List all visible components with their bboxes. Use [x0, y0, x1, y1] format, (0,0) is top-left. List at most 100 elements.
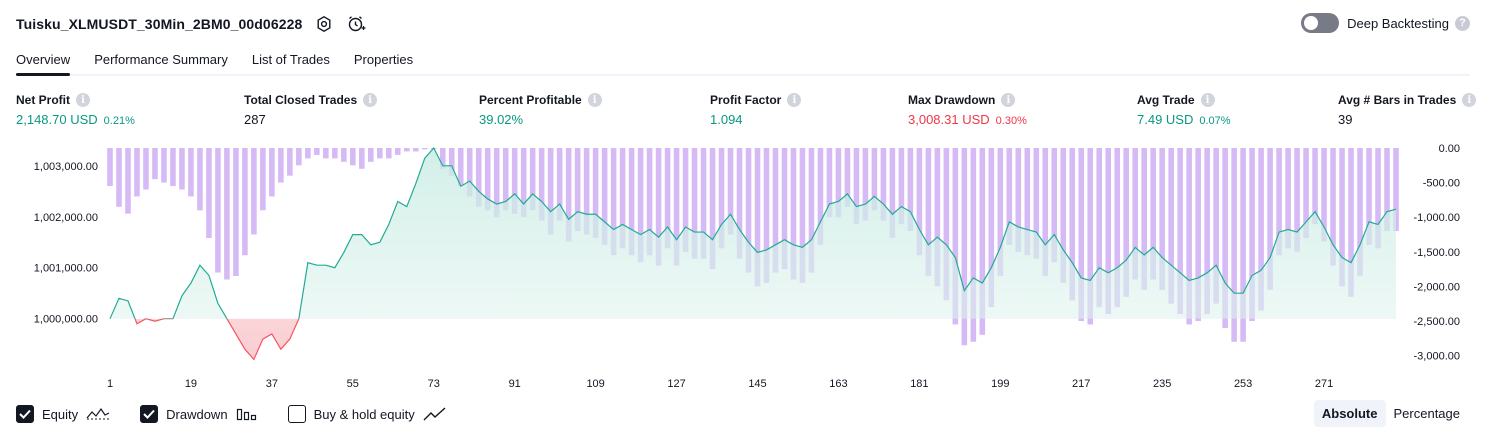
drawdown-bar	[1312, 148, 1318, 225]
info-icon[interactable]: i	[1462, 93, 1477, 107]
drawdown-bar	[610, 148, 617, 256]
info-icon[interactable]: i	[1200, 93, 1215, 107]
deep-backtesting-toggle[interactable]	[1301, 13, 1340, 33]
x-axis-tick: 253	[1234, 378, 1252, 390]
metric-percent-profitable: Percent Profitable i 39.02%	[479, 93, 602, 127]
equity-drawdown-chart[interactable]: 1,003,000.00 1,002,000.00 1,001,000.00 1,00…	[0, 140, 1486, 392]
drawdown-bar	[448, 148, 455, 176]
metric-percent: 0.07%	[1199, 115, 1231, 127]
x-axis-tick: 19	[185, 378, 197, 390]
drawdown-bar	[1393, 148, 1399, 232]
drawdown-bar	[529, 148, 536, 211]
drawdown-bar	[502, 148, 509, 211]
drawdown-bar	[421, 148, 428, 150]
tab-overview[interactable]: Overview	[16, 44, 71, 76]
deep-backtesting-control: Deep Backtesting ?	[1301, 13, 1470, 33]
drawdown-bar	[673, 148, 680, 266]
drawdown-bar	[1204, 148, 1210, 315]
metric-value: 1.094	[710, 112, 743, 127]
drawdown-bar	[844, 148, 851, 207]
drawdown-bar	[1357, 148, 1363, 277]
strategy-title: Tuisku_XLMUSDT_30Min_2BM0_00d06228	[16, 16, 303, 32]
value-mode-switch: Absolute Percentage	[1313, 400, 1468, 427]
metric-label: Total Closed Trades	[244, 93, 358, 107]
percentage-button[interactable]: Percentage	[1393, 406, 1461, 421]
legend-equity[interactable]: Equity	[16, 405, 110, 423]
drawdown-bar	[1015, 148, 1022, 252]
drawdown-bar	[781, 148, 788, 270]
left-axis-tick: 1,002,000.00	[34, 212, 98, 224]
absolute-button[interactable]: Absolute	[1313, 400, 1386, 427]
drawdown-bar	[1213, 148, 1219, 304]
metric-percent: 0.21%	[103, 115, 135, 127]
drawdown-bar	[197, 148, 203, 211]
right-axis-tick: -1,000.00	[1414, 212, 1460, 224]
drawdown-bar	[574, 148, 581, 232]
drawdown-bar	[934, 148, 941, 287]
right-axis-tick: -3,000.00	[1414, 351, 1460, 363]
drawdown-bar	[143, 148, 149, 190]
report-header: Tuisku_XLMUSDT_30Min_2BM0_00d06228	[16, 12, 366, 36]
drawdown-bar	[484, 148, 491, 211]
drawdown-bar	[224, 148, 230, 280]
drawdown-bar	[583, 148, 590, 235]
left-axis-tick: 1,003,000.00	[34, 161, 98, 173]
info-icon[interactable]: i	[76, 93, 90, 107]
drawdown-bar	[1195, 148, 1201, 322]
tab-performance-summary[interactable]: Performance Summary	[94, 51, 228, 67]
drawdown-bar	[880, 148, 887, 221]
drawdown-bar	[1240, 148, 1246, 342]
drawdown-bar	[403, 148, 410, 152]
info-icon[interactable]: i	[787, 93, 802, 107]
drawdown-bar	[619, 148, 626, 249]
drawdown-bar	[296, 148, 302, 166]
settings-icon[interactable]	[314, 14, 334, 34]
legend-buy-hold[interactable]: Buy & hold equity	[287, 405, 447, 423]
x-axis-tick: 109	[586, 378, 604, 390]
info-icon[interactable]: i	[587, 93, 602, 107]
x-axis-tick: 181	[910, 378, 928, 390]
drawdown-bar	[116, 148, 122, 207]
drawdown-bar	[709, 148, 716, 270]
metric-avg-trade: Avg Trade i 7.49 USD 0.07%	[1137, 93, 1231, 127]
drawdown-bar	[475, 148, 482, 207]
drawdown-bar	[1159, 148, 1165, 290]
equity-checkbox[interactable]	[16, 405, 34, 423]
drawdown-bar	[1366, 148, 1372, 245]
drawdown-bar	[278, 148, 284, 183]
drawdown-bar	[952, 148, 959, 325]
info-icon[interactable]: i	[363, 93, 378, 107]
x-axis-tick: 37	[266, 378, 278, 390]
drawdown-bar	[808, 148, 815, 273]
help-icon[interactable]: ?	[1455, 15, 1470, 31]
legend-drawdown[interactable]: Drawdown	[140, 405, 257, 423]
drawdown-bar	[547, 148, 554, 235]
drawdown-bar	[1105, 148, 1112, 315]
drawdown-bar	[970, 148, 977, 342]
tab-properties[interactable]: Properties	[353, 51, 414, 67]
legend-label: Buy & hold equity	[313, 406, 415, 422]
drawdown-checkbox[interactable]	[140, 405, 159, 423]
drawdown-bar	[323, 148, 329, 159]
drawdown-bar	[1042, 148, 1049, 277]
drawdown-bar	[260, 148, 266, 211]
drawdown-bar	[799, 148, 806, 283]
legend-label: Drawdown	[166, 406, 228, 422]
buy-hold-checkbox[interactable]	[287, 405, 306, 423]
tab-list-of-trades[interactable]: List of Trades	[251, 51, 330, 67]
drawdown-bar	[1276, 148, 1282, 256]
drawdown-bar	[1123, 148, 1129, 297]
drawdown-bar	[1069, 148, 1076, 301]
add-alert-icon[interactable]	[346, 14, 366, 34]
drawdown-bar	[565, 148, 572, 242]
metric-value: 3,008.31 USD	[908, 112, 990, 127]
drawdown-bar	[1303, 148, 1309, 238]
drawdown-bar	[215, 148, 221, 273]
drawdown-bar	[646, 148, 653, 256]
metric-profit-factor: Profit Factor i 1.094	[710, 93, 802, 127]
drawdown-bar	[1330, 148, 1336, 266]
metric-value: 287	[244, 112, 266, 127]
info-icon[interactable]: i	[1001, 93, 1016, 107]
right-axis-tick: 0.00	[1439, 143, 1460, 155]
drawdown-bar	[1339, 148, 1345, 287]
